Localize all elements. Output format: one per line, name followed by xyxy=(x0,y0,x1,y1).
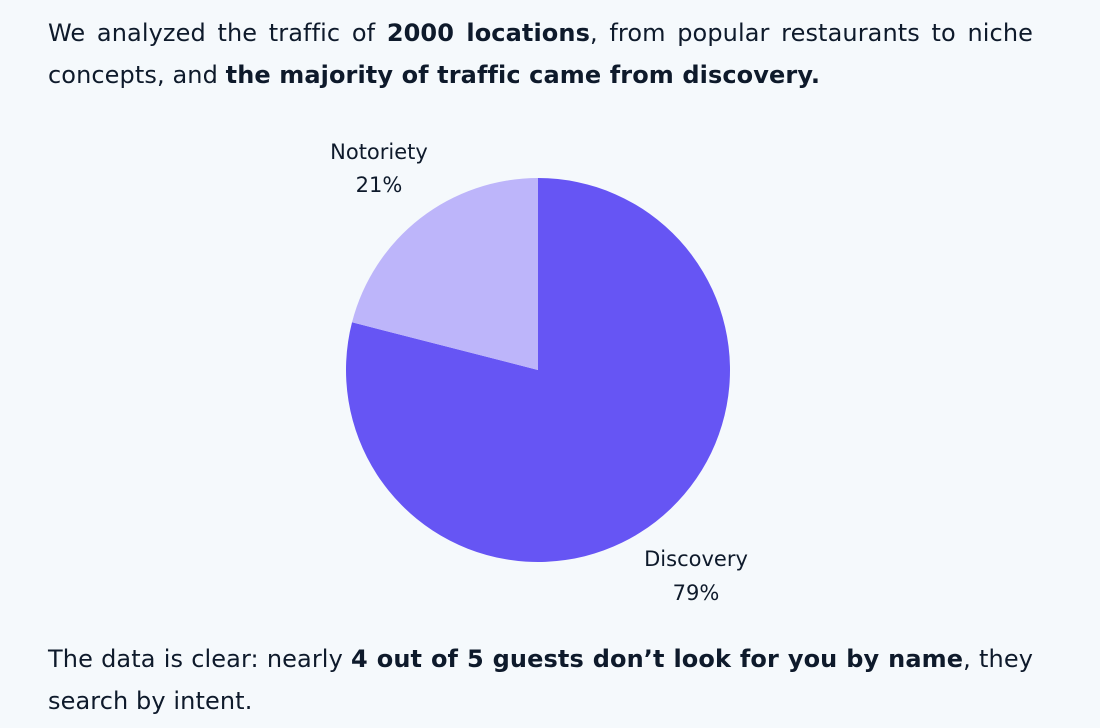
intro-bold-majority: the majority of traffic came from discov… xyxy=(225,61,821,89)
outro-bold-guests: 4 out of 5 guests don’t look for you by … xyxy=(351,645,964,673)
intro-text-2: , from popular restaurants to niche conc… xyxy=(48,19,1033,89)
intro-paragraph: We analyzed the traffic of 2000 location… xyxy=(48,12,1033,96)
notoriety-label: Notoriety xyxy=(330,140,428,164)
pie-slices xyxy=(346,178,731,562)
intro-bold-locations: 2000 locations xyxy=(386,19,590,47)
intro-text-1: We analyzed the traffic of xyxy=(48,19,387,47)
notoriety-value-label: 21% xyxy=(356,173,403,197)
pie-labels: Notoriety 21% Discovery 79% xyxy=(330,140,748,605)
discovery-label: Discovery xyxy=(644,547,748,571)
outro-text-2: , they search by intent. xyxy=(48,645,1033,715)
discovery-value-label: 79% xyxy=(673,581,720,605)
outro-text-1: The data is clear: nearly xyxy=(48,645,352,673)
outro-paragraph: The data is clear: nearly 4 out of 5 gue… xyxy=(48,638,1033,722)
pie-slice-notoriety xyxy=(352,178,538,370)
